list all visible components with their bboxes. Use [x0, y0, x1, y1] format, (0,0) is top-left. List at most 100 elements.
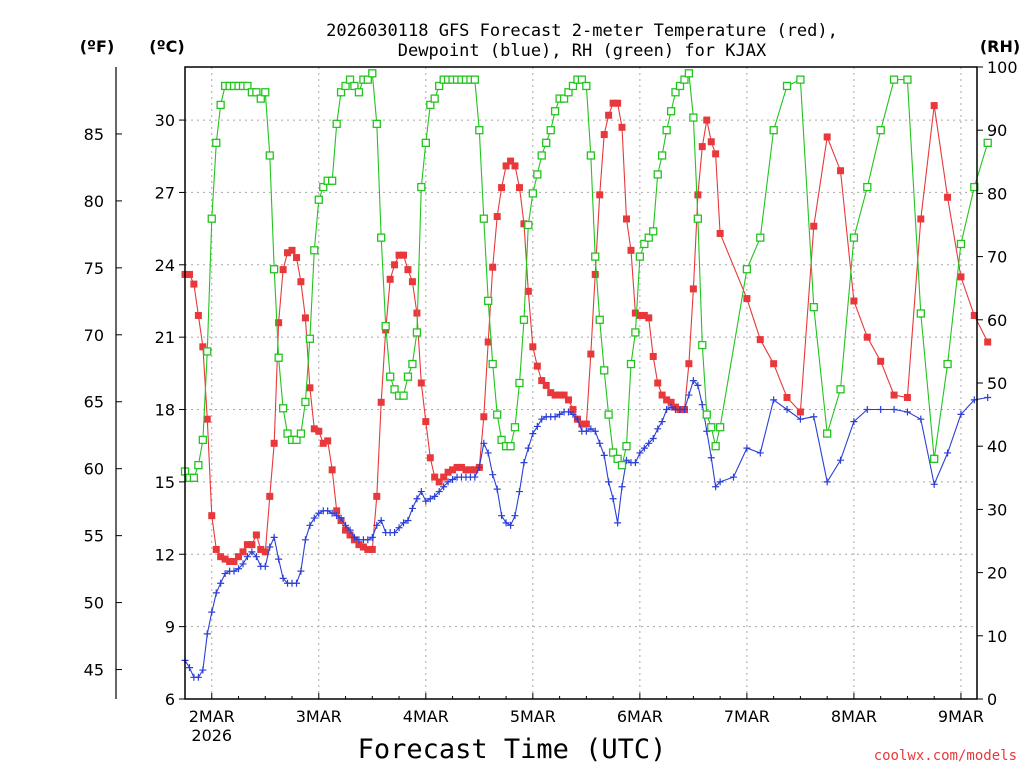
f-axis-tick-label: 80 [84, 192, 104, 211]
temperature-point [890, 391, 898, 399]
temperature-point [556, 391, 564, 399]
temperature-point [810, 222, 818, 230]
temperature-point [622, 215, 630, 223]
temperature-point [319, 439, 327, 447]
temperature-point [903, 393, 911, 401]
dewpoint-point [203, 630, 211, 638]
rh-axis-tick-label: 60 [987, 311, 1007, 330]
temperature-point [440, 473, 448, 481]
rh-point [292, 435, 301, 445]
temperature-point [368, 545, 376, 553]
temperature-point [279, 266, 287, 274]
rh-point [631, 328, 640, 337]
axes-layer: 6 9 12 15 18 21 24 27 30 45 50 55 60 65 70 75 80 85 0 10 20 3… [84, 58, 1018, 745]
rh-point [372, 119, 381, 129]
temperature-point [190, 280, 198, 288]
plot-frame [184, 66, 978, 700]
rh-point [550, 107, 560, 116]
temperature-point [569, 406, 577, 414]
dewpoint-point [507, 521, 515, 529]
temperature-point [502, 162, 510, 170]
temperature-point [328, 466, 336, 474]
rh-point [657, 151, 667, 160]
x-axis-tick-label: 8MAR [831, 707, 877, 726]
dewpoint-point [400, 519, 408, 527]
temperature-point [507, 157, 515, 165]
temperature-point [627, 246, 635, 254]
rh-point [644, 233, 653, 242]
temperature-point [391, 261, 399, 269]
temperature-point [217, 553, 225, 561]
dewpoint-point [716, 478, 724, 486]
temperature-point [297, 278, 305, 286]
temperature-point [756, 336, 764, 344]
temperature-point [640, 311, 648, 319]
rh-point [680, 75, 689, 84]
rh-point [903, 75, 912, 84]
dewpoint-point [377, 516, 385, 524]
rh-point [782, 81, 792, 91]
dewpoint-point [863, 406, 871, 414]
temperature-point [208, 512, 216, 520]
dewpoint-point [315, 509, 323, 517]
rh-point [479, 214, 488, 223]
dewpoint-point [475, 463, 483, 471]
rh-point [689, 113, 698, 122]
rh-point [368, 69, 377, 78]
temperature-point [547, 389, 555, 397]
rh-point [243, 81, 252, 91]
temperature-point [235, 553, 243, 561]
temperature-point [342, 526, 350, 534]
x-axis-tick-label: 6MAR [617, 707, 663, 726]
dewpoint-point [712, 483, 720, 491]
rh-point [212, 138, 221, 147]
temperature-point [413, 309, 421, 317]
rh-point [252, 88, 261, 97]
dewpoint-point [310, 514, 318, 522]
rh-point [408, 359, 417, 369]
x-axis-tick-label: 7MAR [724, 707, 770, 726]
dewpoint-point [364, 536, 372, 544]
temperature-point [324, 437, 332, 445]
rh-axis-tick-label: 20 [987, 564, 1007, 583]
dewpoint-point [770, 396, 778, 404]
rh-point [970, 182, 979, 192]
temperature-point [524, 287, 532, 295]
series-layer [180, 69, 992, 681]
temperature-point [716, 229, 724, 237]
c-axis-tick-label: 9 [165, 618, 175, 637]
dewpoint-point [877, 406, 885, 414]
dewpoint-point [850, 418, 858, 426]
dewpoint-point [212, 589, 220, 597]
temperature-point [614, 99, 622, 107]
rh-point [617, 461, 627, 470]
rh-point [653, 170, 662, 179]
rh-point [354, 88, 364, 97]
rh-point [823, 429, 832, 438]
temperature-point [431, 473, 439, 481]
dewpoint-point [984, 393, 992, 401]
rh-point [493, 410, 502, 419]
credit-text: coolwx.com/models [874, 748, 1017, 764]
rh-point [270, 265, 279, 274]
rh-point [863, 182, 872, 192]
dewpoint-point [221, 570, 229, 578]
dewpoint-point [596, 439, 604, 447]
temperature-point [685, 360, 693, 368]
dewpoint-point [622, 456, 630, 464]
rh-axis-tick-label: 40 [987, 437, 1007, 456]
rh-point [328, 176, 337, 185]
dewpoint-point [440, 483, 448, 491]
rh-point [671, 88, 680, 97]
x-axis-title: Forecast Time (UTC) [358, 734, 667, 765]
dewpoint-point [306, 521, 314, 529]
dewpoint-point [395, 524, 403, 532]
f-axis-tick-label: 75 [84, 259, 104, 278]
dewpoint-point [640, 444, 648, 452]
f-axis-tick-label: 85 [84, 125, 104, 144]
rh-point [497, 435, 506, 445]
dewpoint-point [333, 512, 341, 520]
rh-point [707, 423, 716, 432]
rh-point [265, 151, 274, 160]
dewpoint-point [605, 478, 613, 486]
